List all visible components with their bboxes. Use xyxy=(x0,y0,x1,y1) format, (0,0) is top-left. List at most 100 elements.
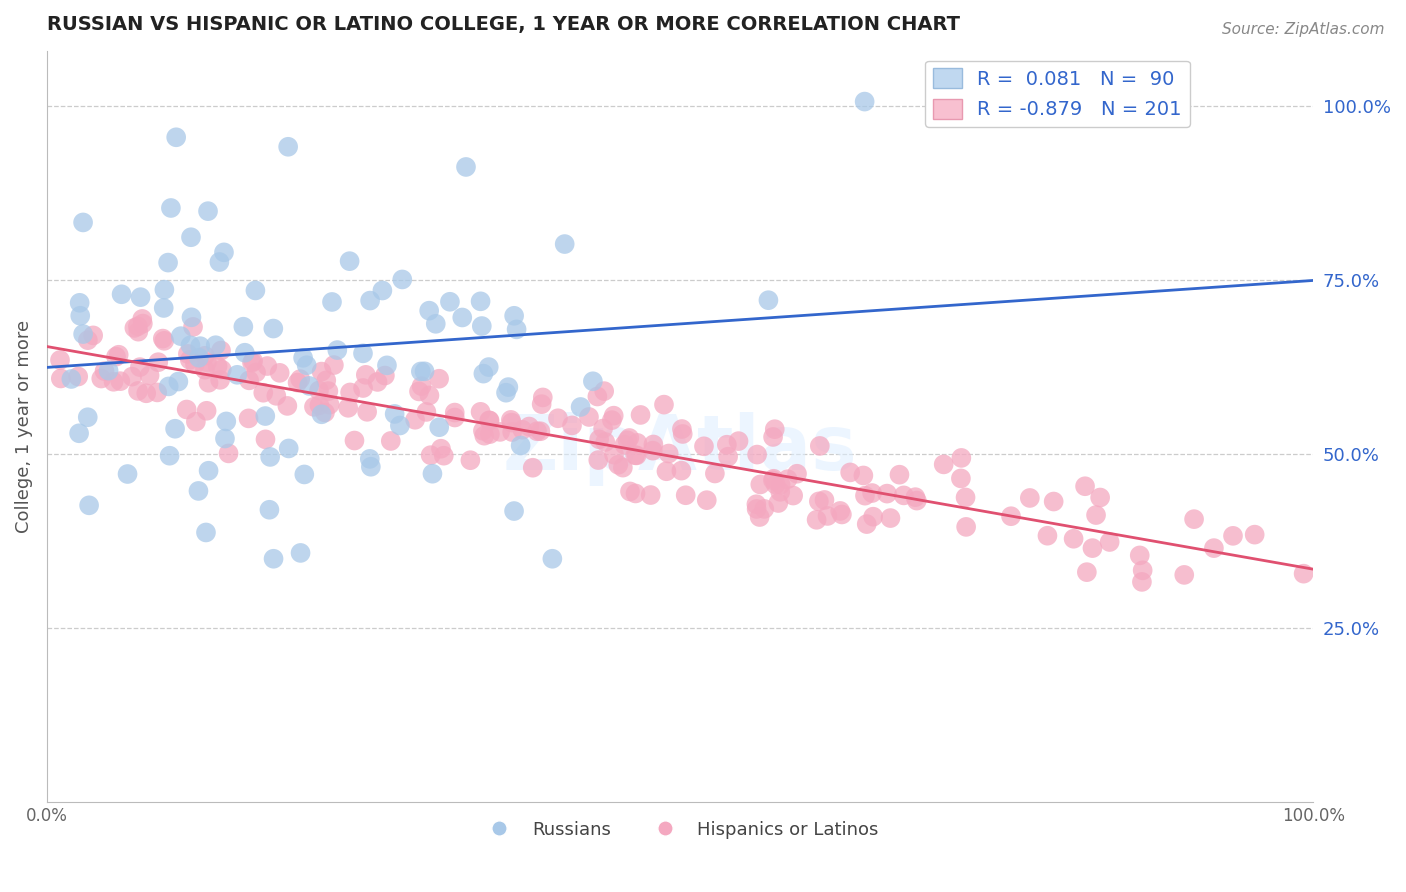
Point xyxy=(184,415,207,429)
Point xyxy=(197,464,219,478)
Point xyxy=(762,430,785,444)
Point xyxy=(302,400,325,414)
Point xyxy=(339,254,361,268)
Point xyxy=(765,477,787,491)
Point xyxy=(748,510,770,524)
Point xyxy=(1085,508,1108,522)
Point xyxy=(1088,491,1111,505)
Point xyxy=(215,414,238,428)
Point xyxy=(754,502,776,516)
Point xyxy=(254,433,277,447)
Point xyxy=(187,351,209,365)
Point xyxy=(148,355,170,369)
Y-axis label: College, 1 year or more: College, 1 year or more xyxy=(15,320,32,533)
Point xyxy=(366,375,388,389)
Point xyxy=(195,404,218,418)
Point xyxy=(69,309,91,323)
Point xyxy=(380,434,402,448)
Point xyxy=(160,201,183,215)
Point xyxy=(433,449,456,463)
Point xyxy=(238,411,260,425)
Point xyxy=(768,496,790,510)
Point xyxy=(409,364,432,378)
Point xyxy=(388,418,411,433)
Point xyxy=(600,413,623,427)
Point xyxy=(478,413,501,427)
Point xyxy=(76,333,98,347)
Point xyxy=(671,464,693,478)
Point xyxy=(238,373,260,387)
Point xyxy=(256,359,278,373)
Point xyxy=(603,448,626,462)
Point xyxy=(318,398,340,412)
Point xyxy=(165,130,187,145)
Point xyxy=(187,483,209,498)
Point xyxy=(758,293,780,308)
Point xyxy=(717,450,740,464)
Point xyxy=(411,379,433,393)
Point xyxy=(853,95,876,109)
Point xyxy=(135,386,157,401)
Point xyxy=(762,472,785,486)
Point xyxy=(391,272,413,286)
Point xyxy=(853,489,876,503)
Point xyxy=(1098,535,1121,549)
Point xyxy=(932,458,955,472)
Point xyxy=(619,431,641,445)
Point xyxy=(852,468,875,483)
Point xyxy=(652,398,675,412)
Point xyxy=(588,453,610,467)
Point xyxy=(955,491,977,505)
Point xyxy=(290,546,312,560)
Point xyxy=(110,374,132,388)
Point xyxy=(427,420,450,434)
Point xyxy=(245,365,267,379)
Point xyxy=(194,349,217,363)
Point xyxy=(321,295,343,310)
Point xyxy=(1129,549,1152,563)
Point xyxy=(240,355,263,369)
Point xyxy=(374,368,396,383)
Point xyxy=(337,401,360,415)
Point xyxy=(786,467,808,481)
Point xyxy=(180,230,202,244)
Point xyxy=(177,347,200,361)
Point xyxy=(512,423,534,437)
Point xyxy=(209,343,232,358)
Point xyxy=(443,410,465,425)
Point xyxy=(318,384,340,398)
Point xyxy=(592,421,614,435)
Point xyxy=(127,325,149,339)
Point xyxy=(470,294,492,309)
Point xyxy=(292,351,315,365)
Point xyxy=(672,427,695,442)
Point xyxy=(259,450,281,464)
Point xyxy=(593,384,616,398)
Point xyxy=(146,385,169,400)
Point xyxy=(830,504,852,518)
Point xyxy=(117,467,139,481)
Point xyxy=(232,319,254,334)
Point xyxy=(806,513,828,527)
Point xyxy=(454,160,477,174)
Point xyxy=(138,368,160,383)
Point xyxy=(245,284,267,298)
Point xyxy=(425,317,447,331)
Point xyxy=(671,422,693,436)
Point xyxy=(893,488,915,502)
Point xyxy=(427,372,450,386)
Point xyxy=(1243,527,1265,541)
Point xyxy=(495,385,517,400)
Point xyxy=(422,467,444,481)
Point xyxy=(612,460,634,475)
Point xyxy=(124,321,146,335)
Point xyxy=(359,293,381,308)
Point xyxy=(204,338,226,352)
Point xyxy=(176,402,198,417)
Point xyxy=(415,405,437,419)
Point xyxy=(1081,541,1104,555)
Point xyxy=(831,508,853,522)
Point xyxy=(295,358,318,372)
Point xyxy=(626,448,648,462)
Point xyxy=(254,409,277,423)
